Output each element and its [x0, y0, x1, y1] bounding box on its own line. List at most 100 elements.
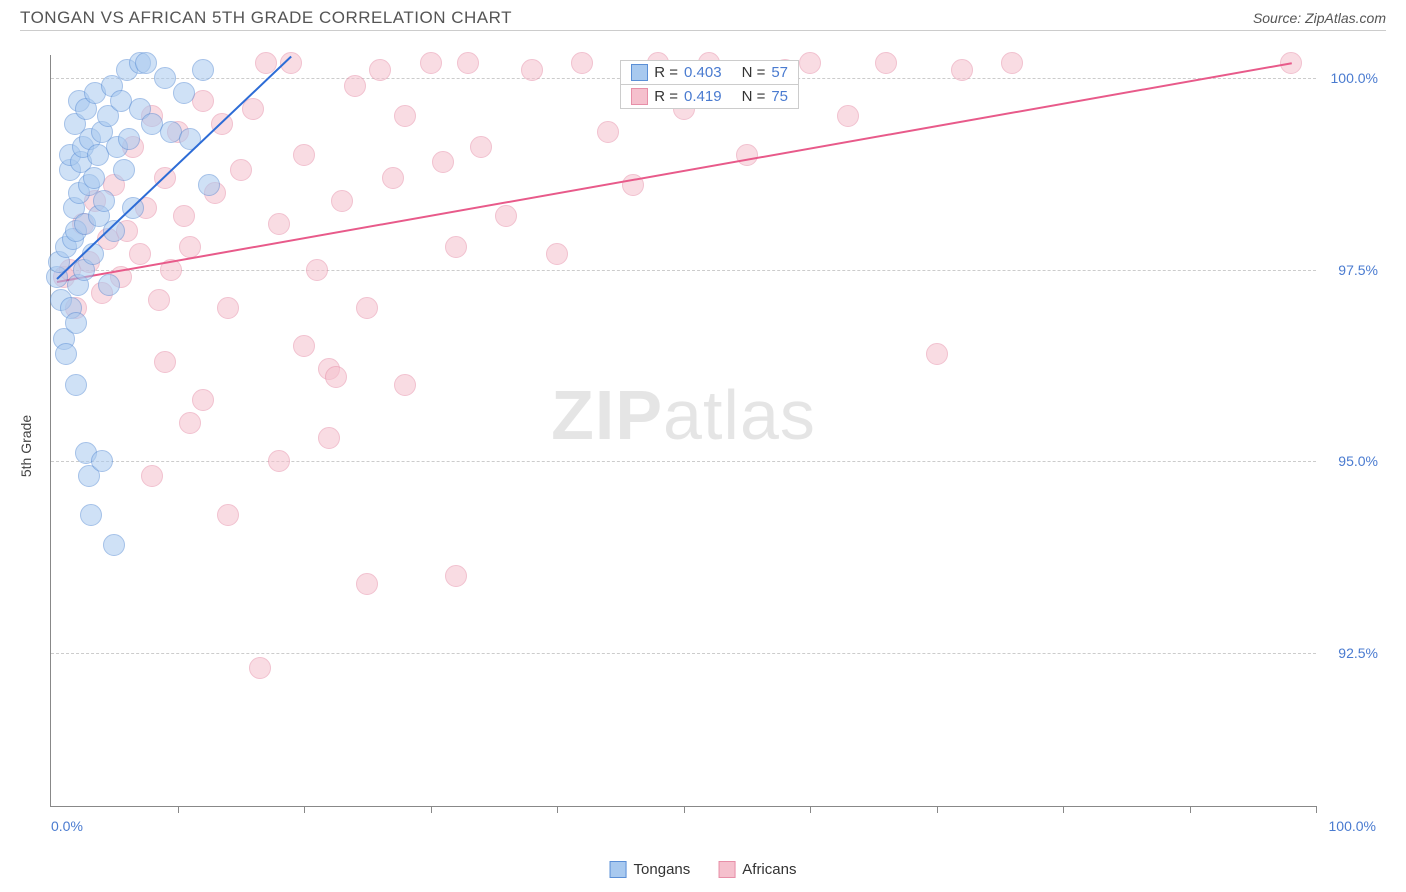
scatter-point-africans	[268, 213, 290, 235]
legend-swatch	[631, 88, 648, 105]
stat-r-value: 0.419	[684, 88, 722, 105]
x-tick	[810, 806, 811, 813]
scatter-point-africans	[926, 343, 948, 365]
scatter-point-africans	[356, 573, 378, 595]
scatter-point-africans	[179, 236, 201, 258]
scatter-point-africans	[470, 136, 492, 158]
watermark: ZIPatlas	[551, 375, 816, 455]
gridline	[51, 653, 1316, 654]
x-tick	[1063, 806, 1064, 813]
scatter-point-africans	[382, 167, 404, 189]
legend-item-tongans: Tongans	[610, 861, 691, 878]
scatter-point-africans	[217, 504, 239, 526]
scatter-point-tongans	[118, 128, 140, 150]
legend-label: Africans	[742, 861, 796, 878]
watermark-bold: ZIP	[551, 376, 663, 454]
scatter-point-tongans	[82, 243, 104, 265]
stat-n-value: 57	[771, 64, 788, 81]
scatter-point-tongans	[98, 274, 120, 296]
stat-r-label: R =	[654, 64, 678, 81]
scatter-point-africans	[445, 236, 467, 258]
watermark-light: atlas	[663, 376, 816, 454]
correlation-legend: R = 0.403N = 57R = 0.419N = 75	[620, 60, 799, 109]
x-tick	[1316, 806, 1317, 813]
legend-item-africans: Africans	[718, 861, 796, 878]
x-axis-label-right: 100.0%	[1329, 818, 1376, 834]
x-tick	[684, 806, 685, 813]
x-tick	[431, 806, 432, 813]
x-tick	[304, 806, 305, 813]
source-label: Source: ZipAtlas.com	[1253, 10, 1386, 26]
scatter-point-tongans	[83, 167, 105, 189]
scatter-point-africans	[293, 144, 315, 166]
scatter-point-africans	[325, 366, 347, 388]
scatter-point-tongans	[113, 159, 135, 181]
stat-n-label: N =	[742, 64, 766, 81]
scatter-point-africans	[546, 243, 568, 265]
scatter-point-africans	[457, 52, 479, 74]
scatter-point-africans	[799, 52, 821, 74]
correlation-legend-row: R = 0.419N = 75	[621, 84, 798, 108]
y-tick-label: 100.0%	[1331, 70, 1378, 86]
x-tick	[1190, 806, 1191, 813]
stat-r-value: 0.403	[684, 64, 722, 81]
scatter-point-africans	[148, 289, 170, 311]
scatter-point-tongans	[93, 190, 115, 212]
stat-n-label: N =	[742, 88, 766, 105]
gridline	[51, 461, 1316, 462]
scatter-point-africans	[192, 90, 214, 112]
scatter-point-tongans	[80, 504, 102, 526]
scatter-point-africans	[331, 190, 353, 212]
scatter-point-africans	[597, 121, 619, 143]
scatter-point-africans	[230, 159, 252, 181]
scatter-point-africans	[394, 374, 416, 396]
scatter-point-africans	[249, 657, 271, 679]
scatter-point-africans	[268, 450, 290, 472]
scatter-point-africans	[394, 105, 416, 127]
scatter-point-africans	[875, 52, 897, 74]
scatter-point-africans	[344, 75, 366, 97]
y-axis-label: 5th Grade	[18, 415, 34, 477]
scatter-point-tongans	[55, 343, 77, 365]
x-tick	[937, 806, 938, 813]
scatter-point-tongans	[65, 374, 87, 396]
chart-area: 5th Grade ZIPatlas 100.0%97.5%95.0%92.5%…	[38, 55, 1386, 837]
scatter-point-africans	[192, 389, 214, 411]
legend-label: Tongans	[634, 861, 691, 878]
scatter-point-africans	[141, 465, 163, 487]
scatter-point-tongans	[179, 128, 201, 150]
scatter-point-africans	[837, 105, 859, 127]
chart-title: TONGAN VS AFRICAN 5TH GRADE CORRELATION …	[20, 8, 512, 28]
scatter-point-africans	[571, 52, 593, 74]
title-underline	[20, 30, 1386, 31]
scatter-point-africans	[129, 243, 151, 265]
plot-area: ZIPatlas 100.0%97.5%95.0%92.5%0.0%100.0%…	[50, 55, 1316, 807]
scatter-point-africans	[179, 412, 201, 434]
scatter-point-africans	[420, 52, 442, 74]
scatter-point-africans	[293, 335, 315, 357]
x-axis-label-left: 0.0%	[51, 818, 83, 834]
scatter-point-africans	[217, 297, 239, 319]
scatter-point-africans	[356, 297, 378, 319]
scatter-point-africans	[306, 259, 328, 281]
legend-swatch	[610, 861, 627, 878]
correlation-legend-row: R = 0.403 N = 57	[621, 61, 798, 84]
scatter-point-africans	[1001, 52, 1023, 74]
y-tick-label: 92.5%	[1338, 645, 1378, 661]
scatter-point-africans	[432, 151, 454, 173]
scatter-point-africans	[951, 59, 973, 81]
scatter-point-africans	[521, 59, 543, 81]
x-tick	[557, 806, 558, 813]
scatter-point-africans	[445, 565, 467, 587]
scatter-point-tongans	[135, 52, 157, 74]
scatter-point-tongans	[91, 450, 113, 472]
scatter-point-tongans	[65, 312, 87, 334]
scatter-point-tongans	[173, 82, 195, 104]
scatter-point-africans	[369, 59, 391, 81]
legend-swatch	[631, 64, 648, 81]
x-tick	[178, 806, 179, 813]
legend-swatch	[718, 861, 735, 878]
scatter-point-tongans	[154, 67, 176, 89]
y-tick-label: 95.0%	[1338, 453, 1378, 469]
scatter-point-africans	[495, 205, 517, 227]
